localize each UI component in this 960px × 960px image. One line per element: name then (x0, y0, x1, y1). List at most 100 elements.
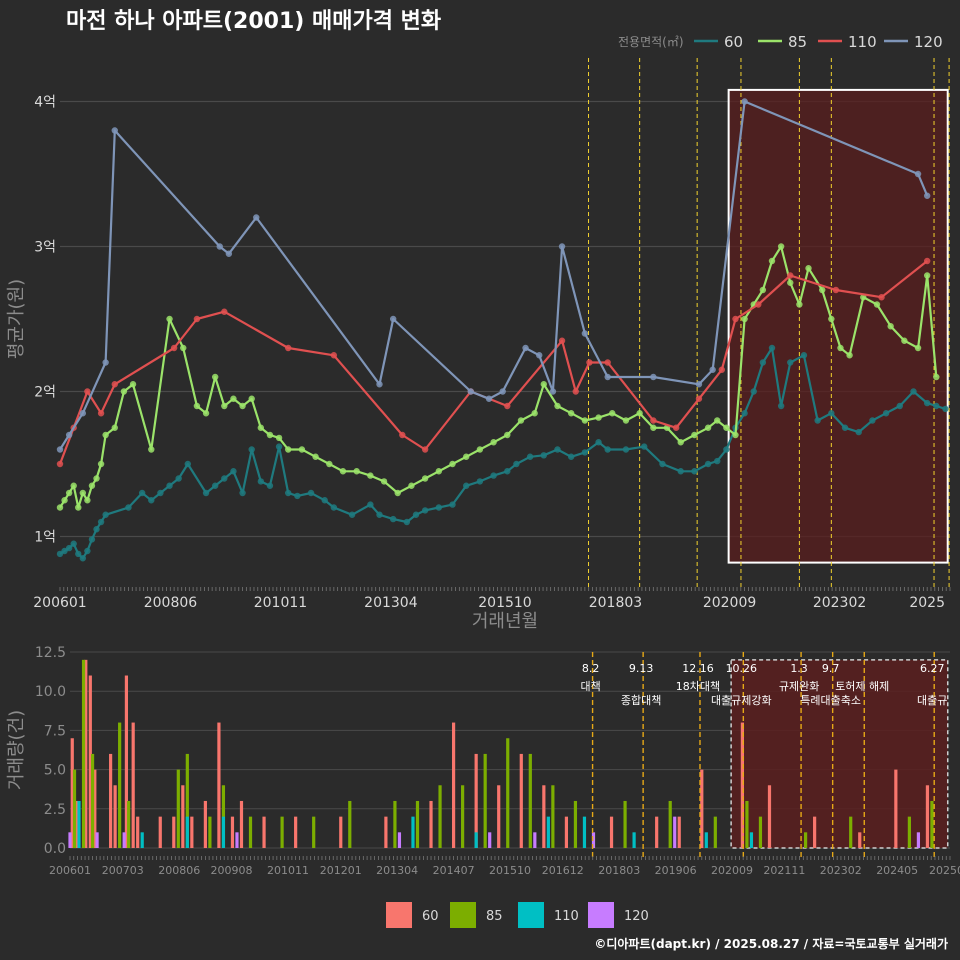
data-point-60 (148, 497, 155, 504)
data-point-110 (285, 344, 292, 352)
data-point-60 (463, 482, 470, 489)
data-point-120 (604, 373, 611, 381)
volume-legend: 60 85 110 120 (386, 902, 649, 928)
x-tick-label: 201510 (478, 595, 531, 611)
legend-label-60: 60 (422, 909, 439, 924)
data-point-60 (348, 511, 356, 518)
data-point-60 (79, 555, 87, 562)
data-point-60 (933, 402, 940, 410)
data-point-85 (230, 395, 237, 402)
bar-60 (519, 753, 523, 848)
data-point-85 (239, 402, 246, 410)
data-point-110 (111, 381, 118, 388)
bar-60 (677, 816, 681, 848)
data-point-85 (120, 388, 128, 395)
x-tick-label: 202111 (763, 864, 805, 877)
bar-60 (181, 785, 185, 848)
x-tick-label: 201011 (267, 864, 309, 877)
bar-110 (140, 832, 144, 848)
data-point-85 (312, 453, 319, 460)
bar-85 (758, 816, 763, 848)
price-chart: 1억 2억 3억 4억 200601 200806 201011 201304 201510 20… (6, 58, 951, 632)
data-point-85 (435, 468, 443, 475)
data-point-85 (567, 410, 575, 417)
data-point-120 (650, 373, 657, 381)
legend-swatch-85 (450, 902, 476, 928)
bar-110 (185, 816, 189, 848)
data-point-110 (97, 410, 105, 417)
bar-60 (75, 800, 79, 848)
bar-120 (488, 832, 492, 848)
data-point-110 (604, 359, 611, 366)
data-point-85 (933, 373, 940, 381)
x-tick-label: 201201 (320, 864, 362, 877)
data-point-85 (180, 344, 187, 352)
bar-85 (81, 659, 86, 848)
x-axis-title: 거래년월 (472, 611, 538, 632)
bar-60 (609, 816, 614, 848)
data-point-85 (581, 417, 589, 424)
y-tick-label: 1억 (34, 530, 56, 546)
data-point-120 (709, 366, 716, 373)
y-tick-label: 2억 (34, 385, 56, 401)
data-point-60 (202, 489, 210, 497)
data-point-60 (166, 482, 173, 489)
data-point-120 (467, 388, 474, 395)
legend-swatch-110 (518, 902, 544, 928)
data-point-85 (463, 453, 470, 460)
data-point-60 (768, 344, 776, 352)
data-point-110 (732, 315, 739, 323)
data-point-120 (376, 381, 383, 388)
data-point-110 (878, 294, 885, 301)
x-tick-label: 200703 (102, 864, 144, 877)
data-point-60 (923, 399, 931, 407)
legend-label-85: 85 (486, 909, 503, 924)
data-point-85 (202, 410, 210, 417)
data-point-120 (536, 352, 543, 359)
data-point-60 (490, 472, 497, 479)
data-point-120 (741, 98, 748, 105)
data-point-110 (330, 352, 338, 359)
series-line-110 (58, 260, 928, 465)
data-point-60 (403, 518, 411, 526)
data-point-85 (166, 315, 173, 323)
data-point-60 (677, 468, 684, 475)
data-point-110 (399, 431, 406, 439)
legend-label-110: 110 (848, 33, 877, 51)
data-point-85 (873, 301, 881, 308)
legend-title: 전용면적(㎡) (618, 35, 684, 49)
data-point-85 (394, 489, 401, 497)
bar-120 (673, 816, 677, 848)
data-point-85 (887, 323, 894, 330)
data-point-60 (88, 536, 96, 543)
data-point-60 (125, 504, 132, 511)
x-tick-label: 200806 (158, 864, 200, 877)
bar-85 (438, 785, 442, 848)
data-point-85 (75, 504, 82, 511)
data-point-85 (923, 272, 931, 279)
bar-85 (551, 785, 555, 848)
data-point-120 (56, 446, 64, 453)
bar-110 (411, 816, 415, 848)
y-tick-label: 3억 (34, 240, 56, 256)
data-point-85 (84, 497, 91, 504)
bar-60 (93, 769, 97, 848)
bar-85 (745, 800, 749, 848)
data-point-85 (732, 431, 739, 439)
chart-title: 마전 하나 아파트(2001) 매매가격 변화 (66, 9, 441, 34)
data-point-85 (380, 478, 388, 485)
data-point-85 (531, 410, 538, 417)
data-point-85 (285, 446, 292, 453)
policy-date: 10.26 (726, 662, 758, 675)
data-point-85 (79, 489, 87, 497)
bar-110 (474, 832, 478, 848)
bar-60 (131, 722, 135, 848)
data-point-85 (476, 446, 484, 453)
policy-label: 18차대책 (676, 680, 720, 693)
data-point-60 (723, 446, 730, 453)
legend-label-120: 120 (914, 33, 943, 51)
data-point-110 (56, 460, 64, 468)
data-point-120 (923, 192, 931, 199)
bar-85 (461, 785, 465, 848)
data-point-60 (294, 492, 301, 500)
